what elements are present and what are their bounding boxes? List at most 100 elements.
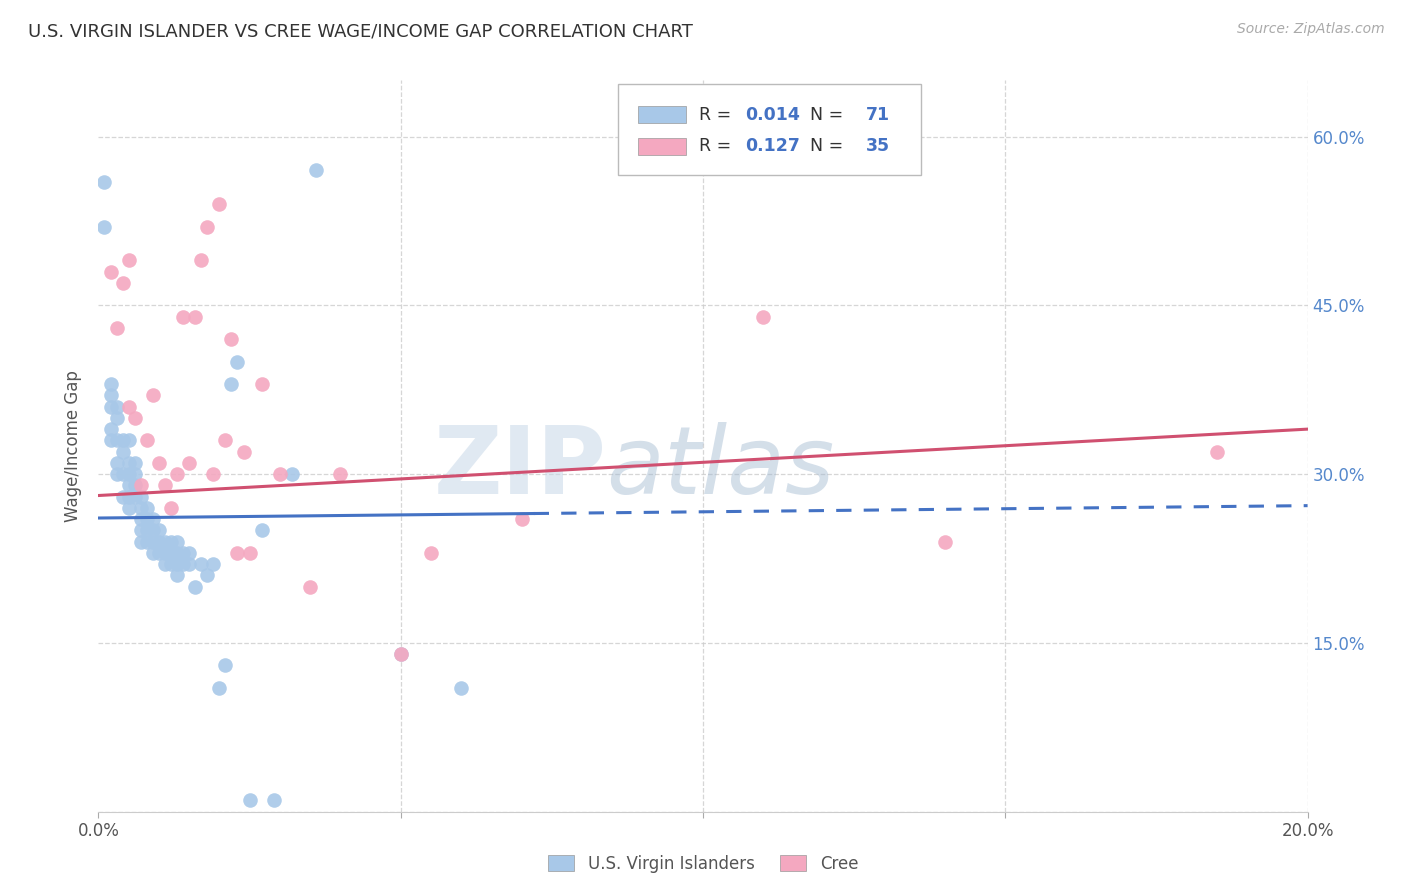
Point (166, 546, 188, 560)
Point (250, 524, 273, 538)
Point (124, 467, 146, 482)
Point (184, 310, 207, 324)
Point (172, 310, 194, 324)
Point (153, 478, 176, 492)
Text: Source: ZipAtlas.com: Source: ZipAtlas.com (1237, 22, 1385, 37)
Point (135, 524, 157, 538)
Point (195, 219, 218, 234)
Point (299, 580, 322, 594)
Point (202, 467, 225, 482)
Point (124, 410, 146, 425)
Point (129, 490, 152, 504)
Point (100, 422, 122, 436)
Point (105, 410, 128, 425)
Point (105, 456, 128, 470)
Point (135, 434, 157, 448)
Point (179, 546, 201, 560)
Point (172, 546, 194, 560)
Point (105, 434, 128, 448)
Point (135, 534, 157, 549)
Text: R =: R = (699, 105, 737, 123)
Point (179, 557, 201, 571)
Point (129, 534, 152, 549)
Point (118, 456, 141, 470)
Point (172, 557, 194, 571)
Point (100, 388, 122, 402)
Point (250, 377, 273, 392)
Point (148, 546, 170, 560)
Point (166, 557, 188, 571)
FancyBboxPatch shape (619, 84, 921, 176)
Point (118, 400, 141, 414)
Point (129, 524, 152, 538)
Point (450, 681, 472, 695)
Point (148, 534, 170, 549)
Point (129, 478, 152, 492)
Text: 35: 35 (866, 137, 890, 155)
Text: U.S. VIRGIN ISLANDER VS CREE WAGE/INCOME GAP CORRELATION CHART: U.S. VIRGIN ISLANDER VS CREE WAGE/INCOME… (28, 22, 693, 40)
Point (160, 534, 183, 549)
Point (100, 264, 122, 278)
Point (263, 793, 285, 807)
Point (142, 534, 165, 549)
Text: R =: R = (699, 137, 737, 155)
Point (148, 456, 170, 470)
Point (208, 681, 231, 695)
Point (111, 276, 134, 290)
Point (214, 434, 236, 448)
Point (752, 310, 775, 324)
FancyBboxPatch shape (638, 106, 686, 123)
Point (389, 647, 412, 661)
Point (281, 467, 304, 482)
Point (160, 500, 183, 515)
Point (166, 467, 188, 482)
Point (221, 332, 243, 346)
Point (160, 557, 183, 571)
Point (420, 546, 443, 560)
Point (142, 512, 165, 526)
Point (239, 546, 262, 560)
Point (190, 253, 212, 268)
Text: atlas: atlas (606, 423, 835, 514)
Point (105, 400, 128, 414)
Point (142, 388, 165, 402)
Point (142, 524, 165, 538)
Legend: U.S. Virgin Islanders, Cree: U.S. Virgin Islanders, Cree (541, 848, 865, 880)
Point (118, 500, 141, 515)
Point (111, 490, 134, 504)
Point (111, 434, 134, 448)
Point (129, 512, 152, 526)
Point (153, 557, 176, 571)
Point (179, 456, 201, 470)
Point (1206, 444, 1229, 458)
Y-axis label: Wage/Income Gap: Wage/Income Gap (65, 370, 83, 522)
Text: 0.014: 0.014 (745, 105, 800, 123)
Point (118, 478, 141, 492)
Point (105, 321, 128, 335)
Point (148, 524, 170, 538)
Point (934, 534, 956, 549)
Point (93, 175, 115, 189)
Point (153, 546, 176, 560)
Point (389, 647, 412, 661)
Text: ZIP: ZIP (433, 422, 606, 514)
Point (124, 490, 146, 504)
Point (100, 400, 122, 414)
Point (208, 197, 231, 211)
Point (221, 377, 243, 392)
Text: N =: N = (799, 105, 848, 123)
Point (124, 456, 146, 470)
Point (100, 434, 122, 448)
Point (510, 512, 533, 526)
Point (100, 377, 122, 392)
Point (111, 467, 134, 482)
Point (124, 478, 146, 492)
Point (226, 354, 249, 368)
Point (118, 490, 141, 504)
Point (214, 658, 236, 673)
Point (166, 568, 188, 582)
Point (269, 467, 291, 482)
Point (160, 546, 183, 560)
Point (239, 793, 262, 807)
Point (135, 500, 157, 515)
